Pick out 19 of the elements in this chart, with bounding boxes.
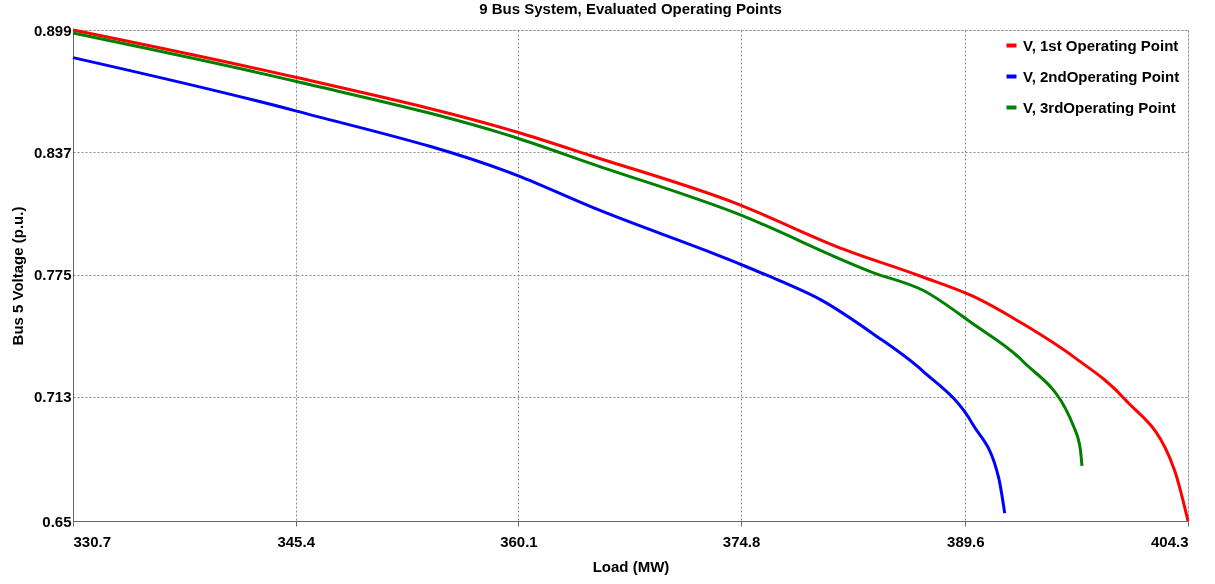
y-axis-title: Bus 5 Voltage (p.u.)	[8, 206, 26, 346]
x-tick-label: 374.8	[722, 532, 761, 550]
legend-label: V, 2ndOperating Point	[1023, 67, 1180, 85]
y-tick-label: 0.899	[33, 21, 72, 39]
x-tick-label: 330.7	[73, 532, 112, 550]
legend-label: V, 1st Operating Point	[1023, 36, 1179, 54]
x-tick-label: 404.3	[1150, 532, 1189, 550]
x-tick-label: 360.1	[500, 532, 538, 550]
y-tick-label: 0.65	[42, 512, 72, 530]
legend-label: V, 3rdOperating Point	[1023, 98, 1176, 116]
y-tick-label: 0.837	[33, 143, 72, 161]
line-series	[71, 28, 1190, 523]
x-tick-label: 389.6	[947, 532, 985, 550]
line-series	[71, 56, 1007, 515]
y-tick-label: 0.775	[33, 266, 72, 284]
x-tick-label: 345.4	[277, 532, 316, 550]
x-axis-title: Load (MW)	[592, 557, 670, 575]
y-tick-label: 0.713	[33, 388, 72, 406]
chart-title: 9 Bus System, Evaluated Operating Points	[479, 0, 782, 17]
